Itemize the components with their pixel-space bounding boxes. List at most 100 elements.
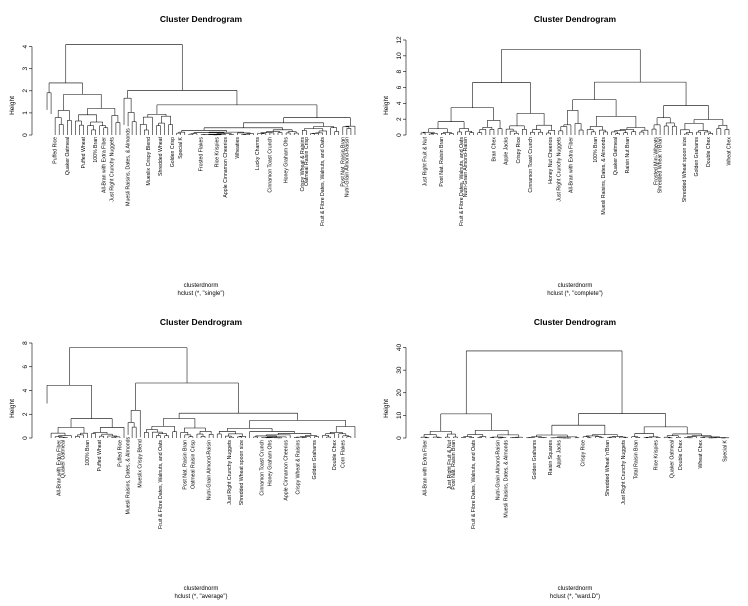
leaf-label: Nutri-Grain Almond-Raisin: [463, 137, 469, 197]
y-tick-label: 10: [396, 52, 403, 60]
dendrogram-panel-single: Cluster Dendrogram 0 1 2 3 4 Height Puffed Rice…: [0, 0, 374, 303]
leaf-label: 100% Bran: [93, 137, 99, 163]
leaf-label: Cinnamon Toast Crunch: [528, 137, 534, 193]
leaf-label: Mueslix Crispy Blend: [146, 137, 152, 186]
leaf-label: Fruit & Fibre Dates, Walnuts, and Oats: [158, 440, 164, 529]
leaf-label: Shredded Wheat spoon size: [682, 137, 688, 202]
y-tick-label: 2: [22, 89, 29, 93]
leaf-label: All-Bran with Extra Fiber: [57, 440, 63, 496]
leaf-label: Wheaties: [235, 137, 241, 159]
y-tick-label: 12: [396, 36, 403, 44]
leaf-label: Quaker Oatmeal: [670, 440, 676, 478]
leaf-label: Wheat Chex: [698, 440, 704, 469]
y-tick-label: 20: [396, 389, 403, 397]
y-tick-label: 2: [396, 117, 403, 121]
leaf-label: All-Bran with Extra Fiber: [568, 137, 574, 193]
dendrogram-panel-average: Cluster Dendrogram 0 2 4 6 8 Height All-Bran wi…: [0, 303, 374, 606]
leaf-label: Rice Krispies: [215, 137, 221, 168]
leaf-label: Puffed Wheat: [81, 136, 87, 168]
leaf-label: Shredded Wheat: [158, 136, 164, 175]
y-tick-label: 6: [396, 85, 403, 89]
dendrogram-chart: Cluster Dendrogram 0 2 4 6 8 10 12 Height Just Ri…: [383, 14, 733, 297]
leaf-label: Fruit & Fibre Dates, Walnuts, and Oats: [471, 440, 477, 529]
leaf-label: Crispy Rice: [516, 137, 522, 164]
leaf-label: Double Chex: [332, 440, 338, 470]
leaf-label: Muesli Raisins, Dates, & Almonds: [126, 436, 132, 514]
leaf-label: Quaker Oatmeal: [613, 137, 619, 175]
leaf-label: Apple Cinnamon Cheerios: [284, 440, 290, 501]
leaf-label: Double Chex: [706, 137, 712, 167]
y-axis: 0 2 4 6 8: [22, 341, 33, 440]
leaf-label: Bran Chex: [491, 137, 497, 162]
leaf-label: Total Raisin Bran: [633, 440, 639, 479]
leaf-label: Cinnamon Toast Crunch: [259, 440, 265, 496]
leaf-labels: Just Right Fruit & Nut Post Nat. Raisin B…: [423, 136, 733, 225]
leaf-label: Just Right Crunchy Nuggets: [227, 440, 233, 505]
leaf-label: Just Right Crunchy Nuggets: [556, 137, 562, 202]
y-axis: 0 2 4 6 8 10 12: [396, 36, 407, 137]
x-axis-label: clusterdnorm: [184, 586, 219, 592]
x-axis-label: clusterdnorm: [558, 586, 593, 592]
dendrogram-chart: Cluster Dendrogram 0 1 2 3 4 Height Puffed Rice…: [9, 14, 356, 297]
leaf-label: Oatmeal Raisin Crisp: [190, 440, 196, 489]
leaf-label: Double Chex: [678, 440, 684, 470]
leaf-label: Just Right Crunchy Nuggets: [109, 137, 115, 202]
chart-title: Cluster Dendrogram: [534, 14, 617, 24]
leaf-label: 100% Bran: [85, 440, 91, 466]
y-tick-label: 4: [22, 388, 29, 392]
leaf-label: Special K: [178, 136, 184, 158]
leaf-label: Fruit & Fibre Dates, Walnuts, and Oats: [459, 137, 465, 226]
leaf-label: Muesli Raisins, Dates, & Almonds: [504, 440, 510, 518]
method-subtitle: hclust (*, "complete"): [547, 291, 603, 297]
y-tick-label: 8: [396, 69, 403, 73]
leaf-label: All-Bran with Extra Fiber: [423, 440, 429, 496]
leaf-label: Muesli Raisins, Dates, & Almonds: [601, 137, 607, 215]
method-subtitle: hclust (*, "single"): [178, 291, 225, 297]
dendrogram-chart: Cluster Dendrogram 0 10 20 30 40 Height All-Bra…: [383, 317, 730, 600]
leaf-label: All-Bran with Extra Fiber: [101, 137, 107, 193]
leaf-label: Quaker Oatmeal: [65, 137, 71, 175]
dendrogram-chart: Cluster Dendrogram 0 2 4 6 8 Height All-Bran wi…: [9, 317, 356, 600]
y-tick-label: 30: [396, 366, 403, 374]
leaf-label: 100% Bran: [593, 137, 599, 163]
leaf-label: Just Right Fruit & Nut: [447, 439, 453, 489]
leaf-label: Just Right Crunchy Nuggets: [621, 440, 627, 505]
leaf-label: Special K: [722, 439, 728, 461]
y-axis: 0 1 2 3 4: [22, 44, 33, 137]
dendrogram-tree: [420, 49, 730, 135]
leaf-labels: All-Bran with Extra Fiber Just Right Frui…: [423, 439, 729, 528]
leaf-label: Muesli Raisins, Dates, & Almonds: [126, 128, 132, 206]
leaf-label: Post Nat. Raisin Bran: [340, 137, 346, 187]
dendrogram-tree: [46, 44, 356, 136]
y-tick-label: 1: [22, 111, 29, 115]
y-tick-label: 4: [22, 44, 29, 48]
leaf-label: Nutri-Grain Almond-Raisin: [496, 440, 502, 500]
leaf-label: Nutri-Grain Almond-Raisin: [207, 440, 213, 500]
dendrogram-panel-complete: Cluster Dendrogram 0 2 4 6 8 10 12 Height Just Ri…: [374, 0, 748, 303]
y-axis: 0 10 20 30 40: [396, 344, 407, 440]
leaf-label: Rice Krispies: [654, 440, 660, 471]
leaf-label: Apple Jacks: [556, 440, 562, 468]
leaf-label: Crispy Rice: [581, 440, 587, 467]
y-tick-label: 6: [22, 365, 29, 369]
leaf-label: Crispy Wheat & Raisins: [296, 440, 302, 495]
leaf-label: Wheat Chex: [726, 137, 732, 166]
leaf-label: Apple Jacks: [504, 137, 510, 165]
leaf-label: Frosted Flakes: [199, 137, 205, 172]
leaf-label: Corn Flakes: [340, 440, 346, 468]
y-axis-label: Height: [9, 96, 16, 115]
leaf-label: Puffed Rice: [53, 137, 59, 164]
y-tick-label: 4: [396, 101, 403, 105]
leaf-label: Crispy Wheat & Raisins: [300, 137, 306, 192]
y-axis-label: Height: [383, 96, 390, 115]
chart-title: Cluster Dendrogram: [160, 317, 243, 327]
leaf-label: Oatmeal Raisin Crisp: [304, 137, 310, 186]
y-tick-label: 10: [396, 411, 403, 419]
y-tick-label: 2: [22, 412, 29, 416]
y-tick-label: 3: [22, 67, 29, 71]
leaf-label: Mueslix Crispy Blend: [138, 439, 144, 488]
leaf-label: Nutri-Grain Almond-Raisin: [344, 137, 350, 197]
leaf-label: Post Nat. Raisin Bran: [182, 440, 188, 490]
dendrogram-tree: [420, 350, 730, 439]
